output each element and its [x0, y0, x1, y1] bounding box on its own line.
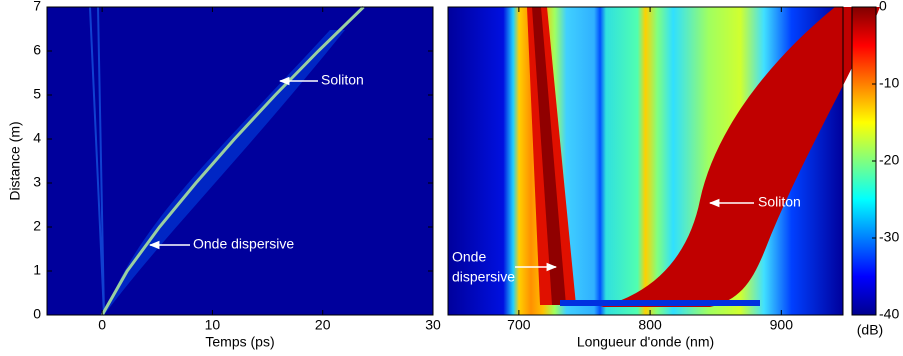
x-axis-label: Temps (ps) — [205, 334, 274, 350]
colorbar-tick-label: -30 — [879, 229, 899, 245]
colorbar-tick-label: -20 — [879, 152, 899, 168]
heatmap-feature — [600, 7, 880, 307]
y-tick-label: 4 — [33, 130, 41, 146]
y-tick-label: 5 — [33, 86, 41, 102]
y-axis-label: Distance (m) — [7, 121, 23, 200]
x-tick-label: 30 — [425, 317, 441, 333]
x-tick-label: 700 — [507, 317, 531, 333]
plot-frame — [447, 6, 844, 316]
trace-line — [100, 5, 365, 316]
colorbar-tick-label: -40 — [879, 306, 899, 322]
annotation: dispersive — [452, 269, 515, 285]
x-axis-label: Longueur d'onde (nm) — [577, 334, 714, 350]
colorbar-tick-label: -10 — [879, 75, 899, 91]
annotation: Onde dispersive — [193, 236, 294, 252]
heatmap-bg — [47, 7, 433, 315]
colorbar-label: (dB) — [857, 322, 883, 338]
y-tick-label: 1 — [33, 262, 41, 278]
x-tick-label: 0 — [98, 317, 106, 333]
annotation: Soliton — [321, 72, 364, 88]
heatmap-feature — [89, 6, 105, 316]
y-tick-label: 7 — [33, 0, 41, 14]
y-tick-label: 2 — [33, 218, 41, 234]
plot-frame — [46, 6, 434, 316]
y-tick-label: 6 — [33, 42, 41, 58]
x-tick-label: 800 — [638, 317, 662, 333]
heatmap-feature — [560, 300, 760, 306]
x-tick-label: 10 — [205, 317, 221, 333]
heatmap-feature — [532, 7, 566, 305]
annotation: Onde — [452, 249, 486, 265]
heatmap-feature — [104, 30, 345, 315]
x-tick-label: 20 — [315, 317, 331, 333]
x-tick-label: 900 — [770, 317, 794, 333]
y-tick-label: 3 — [33, 174, 41, 190]
annotation: Soliton — [758, 194, 801, 210]
y-tick-label: 0 — [33, 306, 41, 322]
colorbar-tick-label: 0 — [879, 0, 887, 14]
